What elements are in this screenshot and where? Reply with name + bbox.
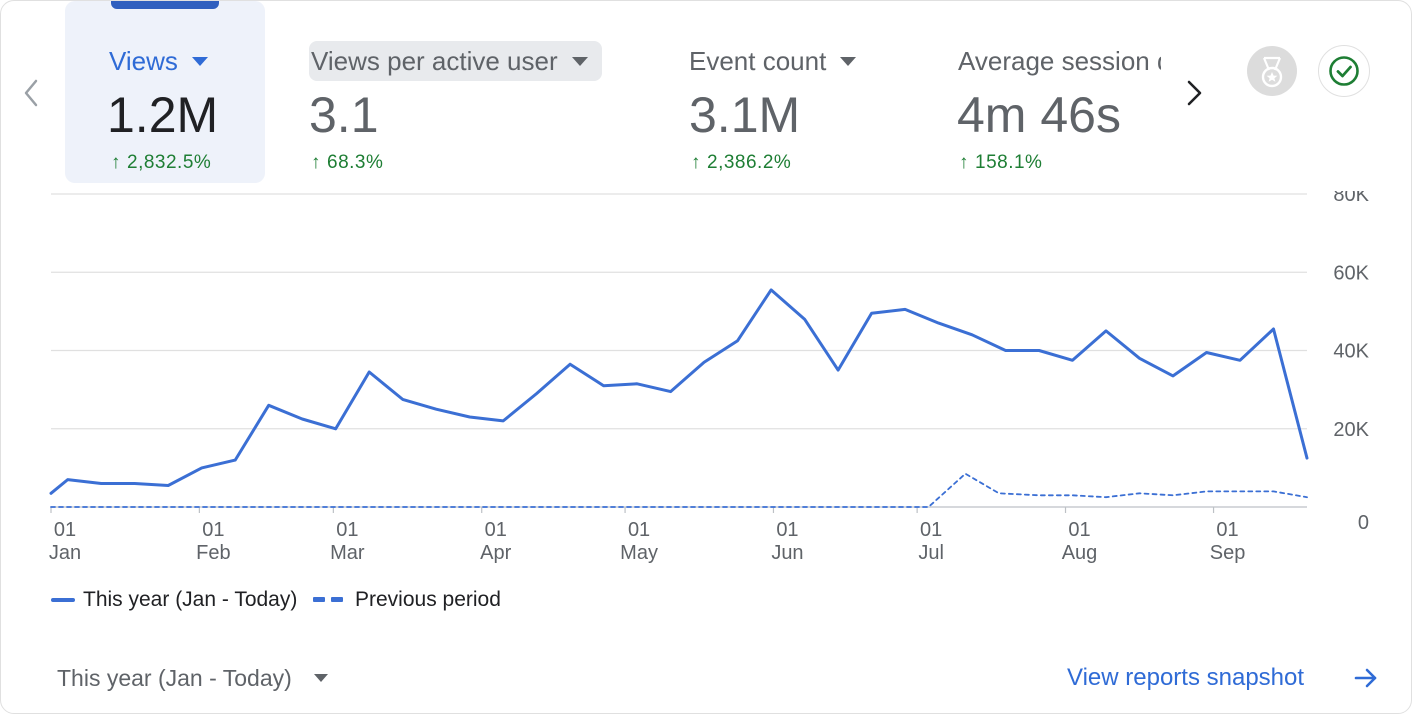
metric-value: 1.2M: [107, 87, 219, 143]
x-tick-day: 01: [1068, 519, 1090, 541]
metric-selector-event-count[interactable]: Event count: [689, 41, 857, 81]
metric-selector-average-session-duration[interactable]: Average session d: [958, 41, 1161, 81]
x-tick-month: Mar: [330, 542, 365, 564]
y-tick-label: 20K: [1333, 419, 1369, 441]
chevron-left-icon[interactable]: [19, 73, 45, 113]
metric-selector-views[interactable]: Views: [109, 41, 208, 81]
arrow-up-icon: ↑: [311, 152, 321, 173]
x-tick-day: 01: [485, 519, 507, 541]
legend-swatch-solid: [51, 598, 75, 602]
x-tick-month: Aug: [1062, 542, 1098, 564]
metric-value: 3.1M: [689, 87, 801, 143]
view-reports-snapshot-link[interactable]: View reports snapshot: [1067, 661, 1377, 695]
series-line-previous-period: [50, 472, 1308, 508]
legend-label-previous: Previous period: [355, 588, 501, 611]
y-tick-label: 80K: [1333, 191, 1369, 206]
medal-icon[interactable]: [1247, 46, 1297, 96]
x-tick-day: 01: [920, 519, 942, 541]
arrow-up-icon: ↑: [691, 152, 701, 173]
check-circle-icon[interactable]: [1318, 45, 1370, 97]
metric-card-average-session-duration[interactable]: Average session d 4m 46s ↑ 158.1%: [951, 1, 1161, 183]
x-tick-day: 01: [628, 519, 650, 541]
x-tick-day: 01: [202, 519, 224, 541]
arrow-right-icon: [1354, 668, 1377, 688]
x-tick-month: Sep: [1210, 542, 1246, 564]
x-tick-month: Jul: [918, 542, 944, 564]
x-tick-day: 01: [336, 519, 358, 541]
metric-value: 4m 46s: [957, 87, 1121, 143]
metric-label: Views per active user: [311, 46, 558, 76]
caret-down-icon: [313, 673, 328, 682]
metric-delta: ↑ 68.3%: [311, 152, 384, 173]
metric-delta: ↑ 158.1%: [959, 152, 1043, 173]
metric-card-views-per-active-user[interactable]: Views per active user 3.1 ↑ 68.3%: [301, 1, 631, 183]
y-tick-label: 60K: [1333, 262, 1369, 284]
y-tick-label: 40K: [1333, 341, 1369, 363]
link-label: View reports snapshot: [1067, 664, 1305, 691]
x-tick-month: May: [620, 542, 658, 564]
metric-value: 3.1: [309, 87, 379, 143]
legend-label-current: This year (Jan - Today): [83, 588, 298, 611]
date-range-value: This year (Jan - Today): [57, 665, 292, 691]
caret-down-icon: [191, 56, 208, 66]
series-line-this-year: [49, 288, 1309, 495]
x-tick-day: 01: [54, 519, 76, 541]
x-tick-month: Apr: [480, 542, 511, 564]
metric-card-views[interactable]: Views 1.2M ↑ 2,832.5%: [65, 1, 265, 183]
caret-down-icon: [840, 56, 857, 66]
arrow-up-icon: ↑: [111, 152, 121, 173]
metric-selector-views-per-active-user[interactable]: Views per active user: [309, 41, 602, 81]
x-tick-month: Jan: [49, 542, 81, 564]
metric-delta: ↑ 2,832.5%: [111, 152, 212, 173]
x-tick-month: Feb: [196, 542, 230, 564]
chevron-right-icon[interactable]: [1179, 73, 1211, 113]
y-tick-label: 0: [1358, 512, 1369, 534]
metric-label: Views: [109, 46, 178, 76]
x-tick-day: 01: [1216, 519, 1238, 541]
metric-card-event-count[interactable]: Event count 3.1M ↑ 2,386.2%: [681, 1, 911, 183]
x-tick-day: 01: [776, 519, 798, 541]
metric-label: Average session d: [958, 46, 1161, 76]
arrow-up-icon: ↑: [959, 152, 969, 173]
x-tick-month: Jun: [771, 542, 803, 564]
date-range-select[interactable]: This year (Jan - Today): [57, 661, 328, 695]
caret-down-icon: [571, 56, 588, 66]
views-line-chart: 80K60K40K20K001Jan01Feb01Mar01Apr01May01…: [49, 191, 1370, 564]
metric-delta: ↑ 2,386.2%: [691, 152, 792, 173]
legend-swatch-dashed: [313, 597, 345, 603]
selected-indicator: [111, 1, 219, 9]
metric-label: Event count: [689, 46, 827, 76]
